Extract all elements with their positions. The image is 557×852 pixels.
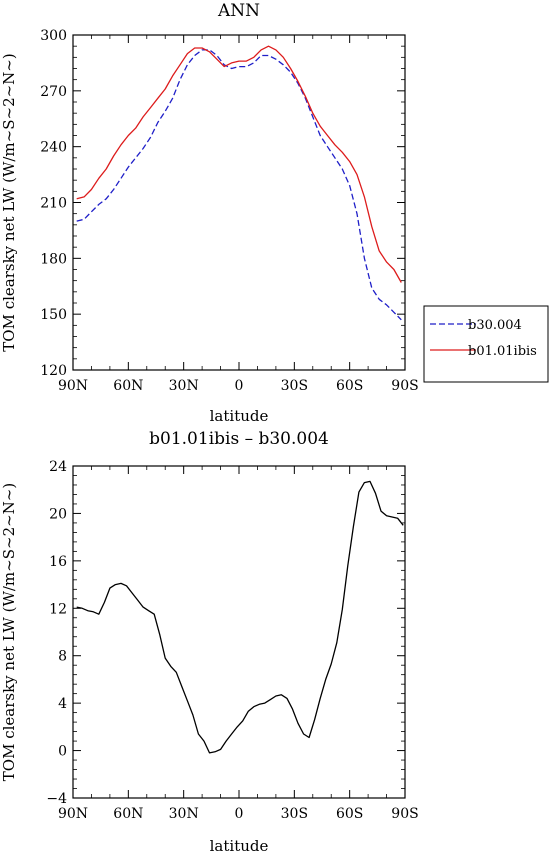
y-tick-label: 12: [49, 601, 67, 617]
y-tick-label: 300: [40, 28, 67, 44]
x-tick-label: 60N: [113, 806, 143, 822]
x-tick-label: 90S: [391, 378, 418, 394]
x-tick-label: 90S: [391, 806, 418, 822]
y-axis-label: TOM clearsky net LW (W/m~S~2~N~): [0, 483, 18, 781]
y-tick-label: 180: [40, 251, 67, 267]
y-tick-label: 210: [40, 196, 67, 212]
y-tick-label: 240: [40, 140, 67, 156]
chart-title: b01.01ibis – b30.004: [149, 429, 329, 449]
y-tick-label: 8: [58, 649, 67, 665]
x-axis-label: latitude: [210, 407, 269, 425]
chart-title: ANN: [217, 1, 260, 21]
x-axis-label: latitude: [210, 837, 269, 852]
y-tick-label: 16: [49, 554, 67, 570]
y-tick-label: −4: [46, 791, 67, 807]
x-tick-label: 30N: [169, 806, 199, 822]
y-tick-label: 120: [40, 363, 67, 379]
x-tick-label: 30N: [169, 378, 199, 394]
x-tick-label: 90N: [58, 378, 88, 394]
x-tick-label: 30S: [281, 806, 308, 822]
y-tick-label: 0: [58, 744, 67, 760]
y-tick-label: 150: [40, 307, 67, 323]
y-tick-label: 4: [58, 696, 67, 712]
y-tick-label: 24: [49, 459, 67, 475]
series-line-b01-01ibis: [76, 45, 402, 283]
x-tick-label: 60N: [113, 378, 143, 394]
series-line-difference: [76, 480, 404, 754]
series-line-b30-004: [76, 49, 402, 321]
top-panel-annual-lw: 120 150 180 210 240 270 300 90N 60N 30N 0 30S 60S 90S…: [0, 1, 549, 425]
legend-label: b01.01ibis: [468, 344, 537, 359]
y-tick-label: 20: [49, 506, 67, 522]
legend-label: b30.004: [468, 318, 522, 333]
y-axis-label: TOM clearsky net LW (W/m~S~2~N~): [0, 53, 18, 351]
bottom-panel-difference: −4 0 4 8 12 16 20 24 90N 60N 30N 0 30S 60S 90S b01.01ib…: [0, 429, 419, 852]
x-tick-label: 30S: [281, 378, 308, 394]
x-tick-label: 0: [235, 378, 244, 394]
x-tick-label: 60S: [336, 806, 363, 822]
legend: b30.004 b01.01ibis: [423, 305, 549, 383]
x-tick-label: 0: [235, 806, 244, 822]
legend-box: [423, 305, 549, 383]
plot-frame: [72, 34, 406, 371]
x-tick-label: 60S: [336, 378, 363, 394]
y-tick-label: 270: [40, 84, 67, 100]
x-tick-label: 90N: [58, 806, 88, 822]
